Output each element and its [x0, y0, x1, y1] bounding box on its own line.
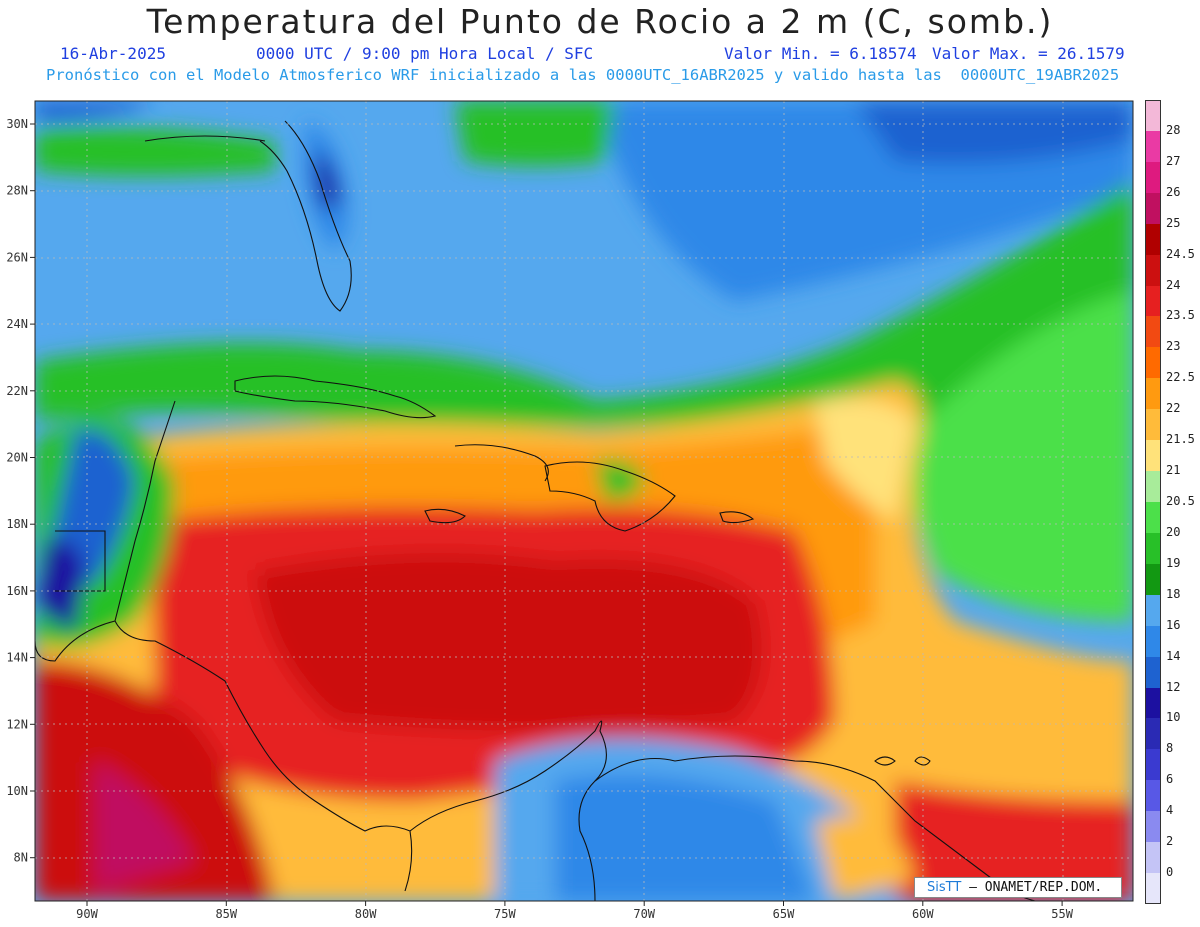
forecast-date: 16-Abr-2025 [60, 44, 166, 63]
colorbar-swatch [1145, 656, 1161, 689]
lat-label: 8N [14, 851, 28, 865]
colorbar-swatch [1145, 502, 1161, 534]
colorbar-swatch [1145, 687, 1161, 719]
colorbar-label: 4 [1166, 803, 1174, 818]
lat-label: 24N [6, 317, 28, 331]
colorbar-label: 22.5 [1166, 370, 1195, 385]
lat-label: 26N [6, 250, 28, 264]
min-value: Valor Min. = 6.18574 [724, 44, 917, 63]
lon-label: 85W [215, 907, 237, 921]
model-description: Pronóstico con el Modelo Atmosferico WRF… [46, 66, 1120, 84]
colorbar-label: 20.5 [1166, 494, 1195, 508]
lat-label: 16N [6, 584, 28, 598]
lat-label: 22N [6, 384, 28, 398]
lon-label: 60W [912, 907, 934, 921]
lat-label: 12N [6, 717, 28, 731]
colorbar-label: 19 [1166, 555, 1181, 570]
lat-label: 20N [6, 451, 28, 465]
lon-label: 55W [1051, 907, 1073, 921]
colorbar-label: 16 [1166, 617, 1181, 632]
colorbar-label: 23.5 [1166, 308, 1195, 323]
lat-label: 18N [6, 517, 28, 531]
colorbar-label: 14 [1166, 648, 1181, 663]
colorbar-label: 20 [1166, 524, 1181, 539]
colorbar-swatch [1145, 130, 1161, 163]
colorbar-swatch [1145, 625, 1161, 658]
forecast-time: 0000 UTC / 9:00 pm Hora Local / SFC [256, 44, 594, 63]
map-title: Temperatura del Punto de Rocio a 2 m (C,… [146, 2, 1054, 41]
lat-label: 14N [6, 651, 28, 665]
colorbar-swatch [1145, 440, 1161, 472]
colorbar-swatch [1145, 285, 1161, 317]
colorbar-swatch [1145, 161, 1161, 194]
colorbar-label: 27 [1166, 153, 1181, 168]
colorbar-swatch [1145, 100, 1161, 132]
lon-label: 65W [773, 907, 795, 921]
colorbar-label: 2 [1166, 834, 1174, 849]
colorbar-label: 23 [1166, 339, 1181, 354]
colorbar-swatch [1145, 811, 1161, 843]
colorbar-label: 8 [1166, 741, 1174, 756]
colorbar-label: 25 [1166, 215, 1181, 230]
colorbar-swatch [1145, 873, 1161, 905]
colorbar-swatch [1145, 749, 1161, 781]
colorbar-swatch [1145, 192, 1161, 225]
lat-label: 10N [6, 784, 28, 798]
colorbar-swatch [1145, 780, 1161, 812]
colorbar-swatch [1145, 532, 1161, 565]
colorbar-swatch [1145, 471, 1161, 503]
max-value: Valor Max. = 26.1579 [932, 44, 1125, 63]
colorbar-swatch [1145, 842, 1161, 874]
colorbar-swatch [1145, 718, 1161, 750]
lon-label: 80W [355, 907, 377, 921]
credit-org: – ONAMET/REP.DOM. [969, 880, 1103, 895]
colorbar-label: 26 [1166, 184, 1181, 199]
colorbar-label: 0 [1166, 865, 1174, 880]
colorbar-swatch [1145, 223, 1161, 256]
lon-label: 90W [76, 907, 98, 921]
colorbar-label: 10 [1166, 710, 1181, 725]
sistt-logo: SisTT [927, 880, 962, 895]
colorbar-label: 12 [1166, 679, 1181, 694]
colorbar-label: 24 [1166, 277, 1181, 292]
colorbar-swatch [1145, 594, 1161, 627]
lon-label: 75W [494, 907, 516, 921]
colorbar-label: 18 [1166, 586, 1181, 601]
lon-label: 70W [633, 907, 655, 921]
colorbar-label: 21.5 [1166, 432, 1195, 447]
colorbar-label: 24.5 [1166, 246, 1195, 261]
colorbar-swatch [1145, 347, 1161, 379]
colorbar-label: 21 [1166, 463, 1181, 478]
colorbar-label: 28 [1166, 122, 1181, 137]
lat-label: 28N [6, 184, 28, 198]
colorbar-frame [1145, 100, 1161, 904]
colorbar-swatch [1145, 316, 1161, 348]
dewpoint-map [35, 101, 1133, 901]
colorbar-swatch [1145, 563, 1161, 596]
colorbar-swatch [1145, 378, 1161, 410]
credit-box: SisTT – ONAMET/REP.DOM. [914, 877, 1122, 898]
colorbar-label: 22 [1166, 401, 1181, 416]
lat-label: 30N [6, 117, 28, 131]
colorbar-swatch [1145, 409, 1161, 441]
colorbar-swatch [1145, 254, 1161, 287]
colorbar-label: 6 [1166, 772, 1174, 787]
